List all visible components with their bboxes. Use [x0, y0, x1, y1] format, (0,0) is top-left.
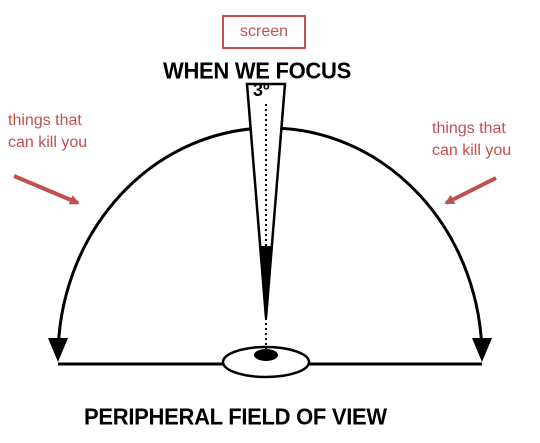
- left-red-arrow: [13, 174, 80, 205]
- top-heading: WHEN WE FOCUS: [163, 57, 351, 84]
- eye-pupil: [254, 349, 278, 361]
- right-note: things that can kill you: [432, 118, 511, 162]
- right-note-line-1: things that: [432, 120, 506, 137]
- screen-label: screen: [239, 23, 289, 40]
- right-arc-arrowhead: [472, 338, 492, 362]
- left-note-line-2: can kill you: [8, 134, 88, 151]
- screen-label-box: screen: [222, 15, 306, 49]
- bottom-heading: PERIPHERAL FIELD OF VIEW: [84, 403, 387, 430]
- left-note-line-1: things that: [8, 112, 82, 129]
- focus-cone-tip: [259, 246, 273, 318]
- right-note-line-2: can kill you: [432, 142, 512, 159]
- eye-outline: [221, 345, 311, 379]
- left-note: things that can kill you: [8, 110, 87, 154]
- focus-angle-label: 3º: [253, 80, 270, 100]
- left-arc-arrowhead: [48, 338, 68, 362]
- right-red-arrow: [444, 176, 497, 205]
